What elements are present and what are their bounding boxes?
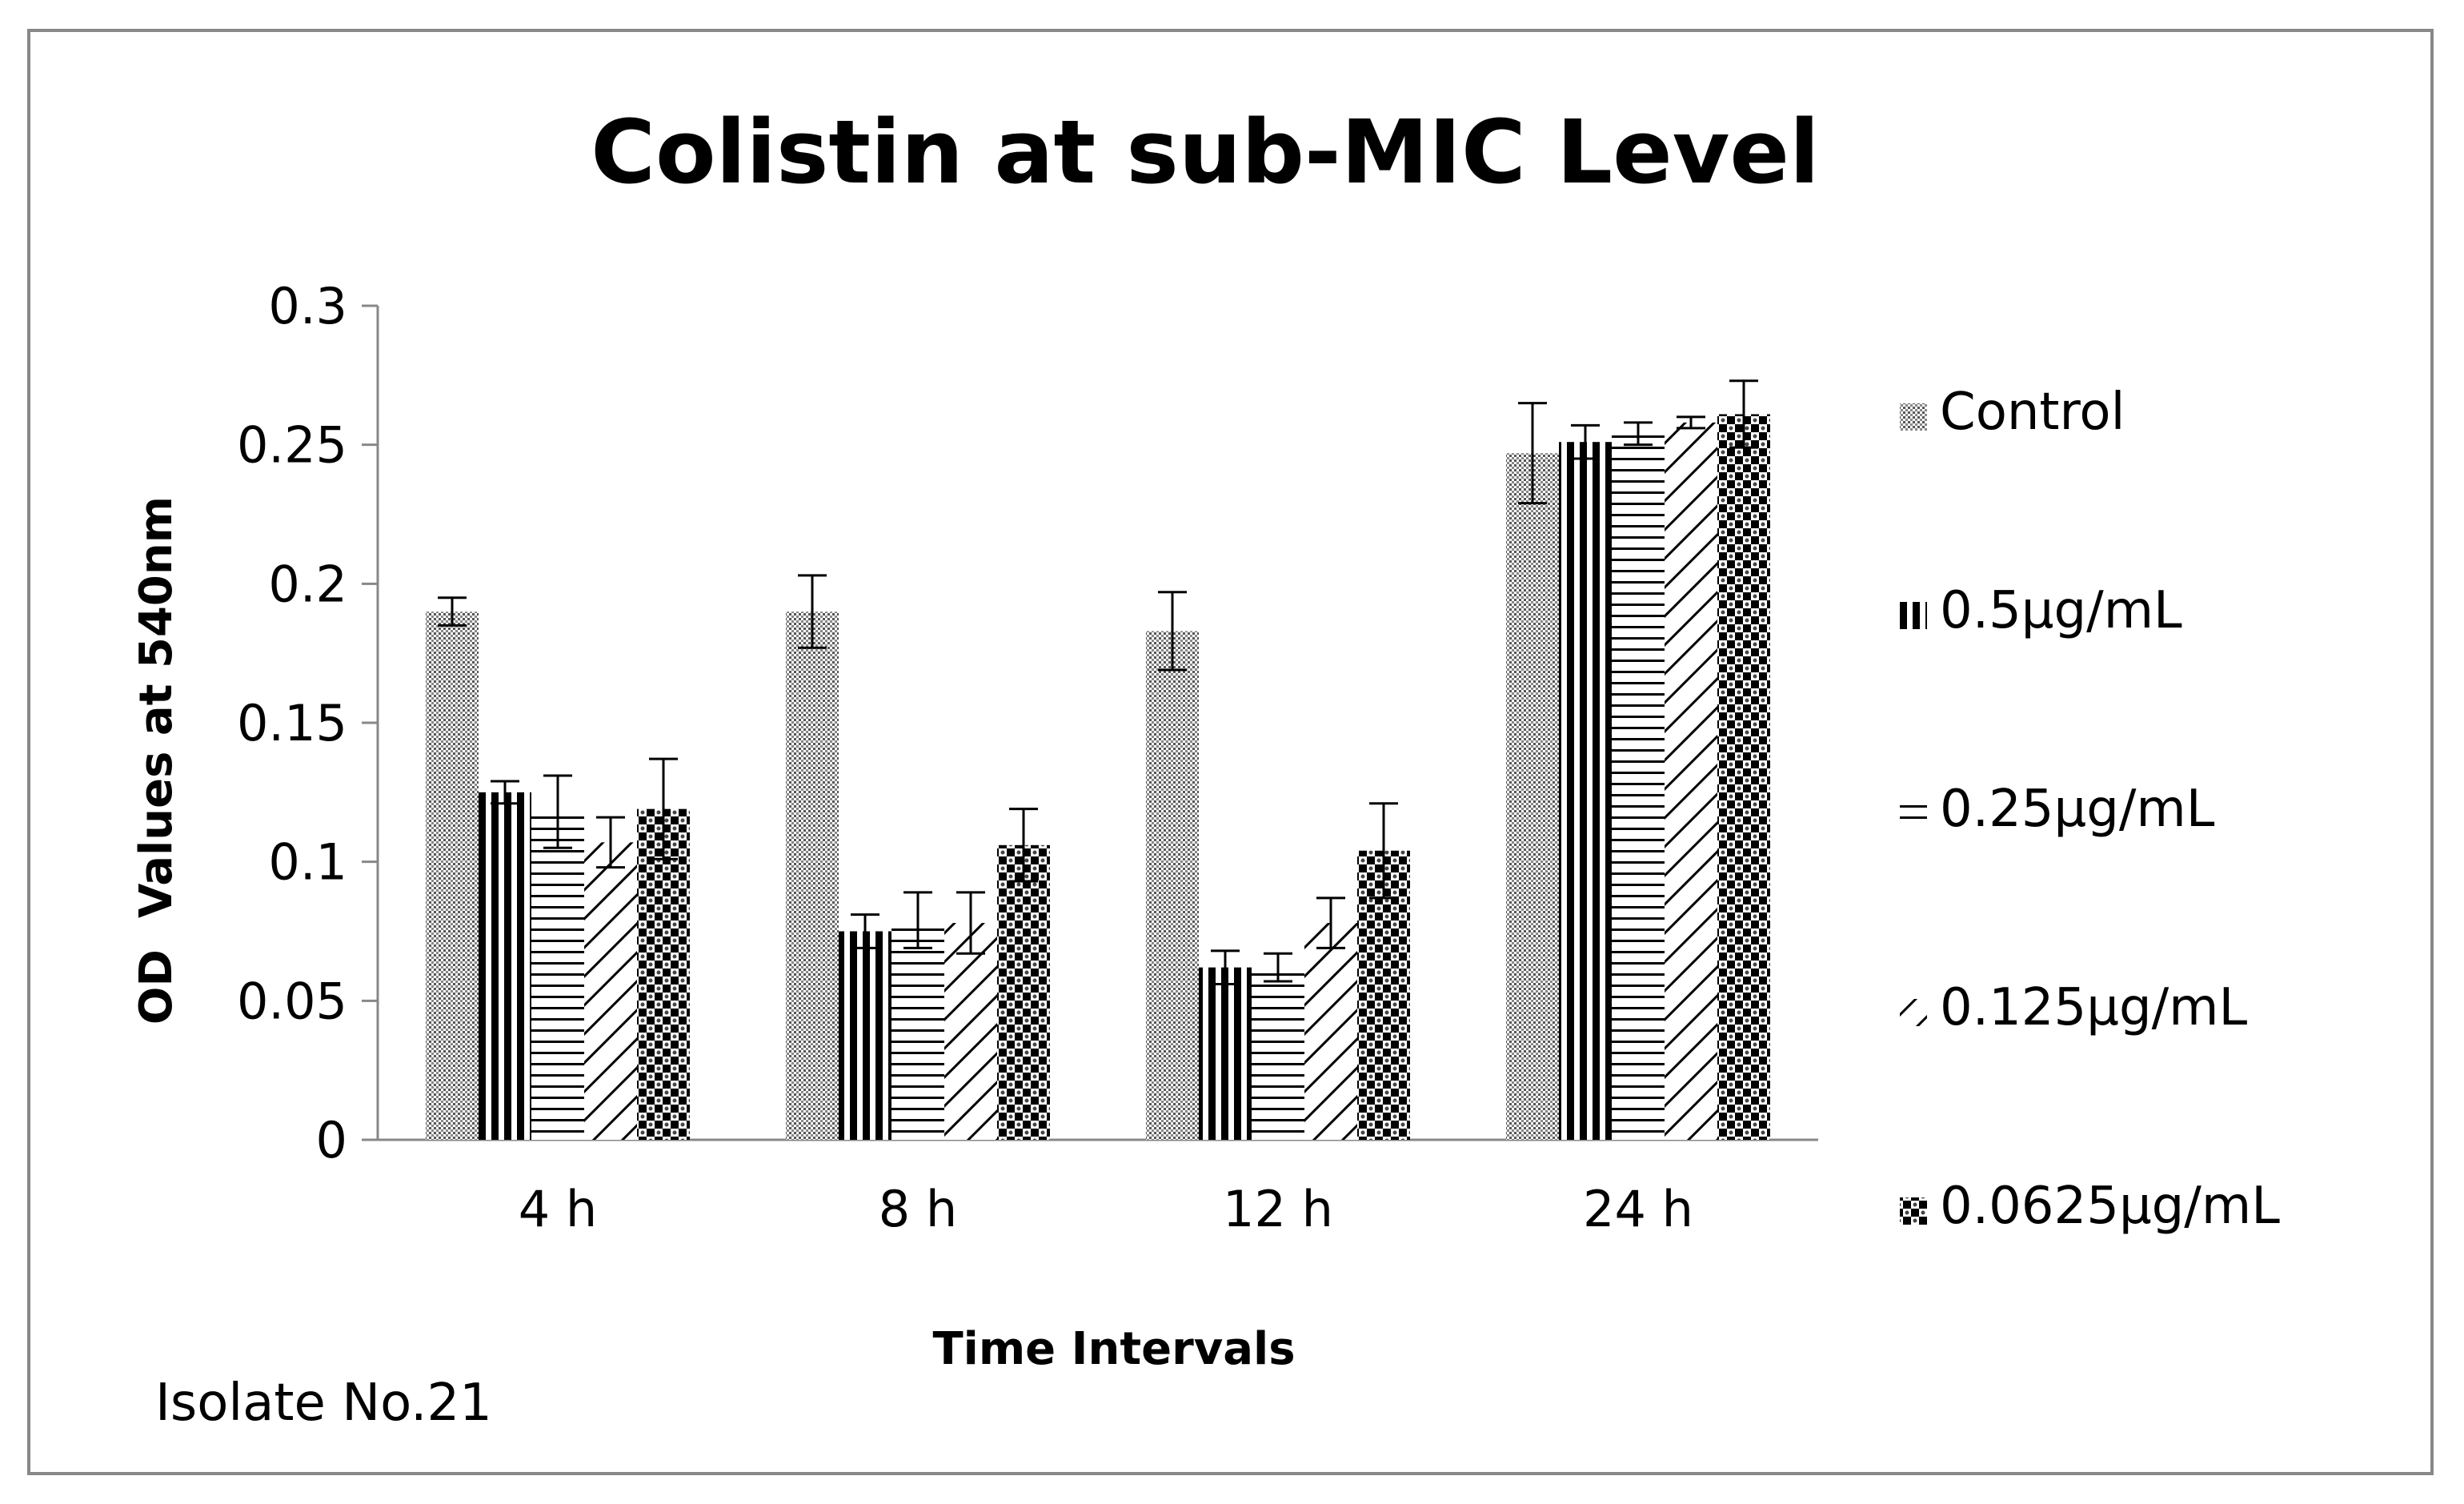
x-tick-label: 8 h	[879, 1180, 957, 1238]
error-bars	[438, 379, 1758, 985]
bar	[786, 612, 839, 1140]
bar	[426, 612, 479, 1140]
legend-swatch	[1900, 403, 1927, 431]
bar	[637, 808, 690, 1140]
legend-swatch	[1900, 602, 1927, 629]
y-axis-title: OD Values at 540nm	[130, 496, 182, 1025]
y-tick-label: 0.3	[268, 277, 347, 335]
x-axis: 4 h 8 h 12 h 24 h	[378, 1138, 1818, 1238]
legend-label: Control	[1940, 383, 2125, 442]
legend-swatch	[1900, 800, 1927, 828]
bar	[479, 792, 531, 1140]
bar	[944, 923, 997, 1140]
bar	[1146, 631, 1199, 1140]
x-tick-label: 24 h	[1583, 1180, 1693, 1238]
isolate-annotation: Isolate No.21	[155, 1374, 492, 1433]
x-axis-title: Time Intervals	[932, 1323, 1295, 1375]
y-tick-label: 0	[316, 1111, 347, 1169]
y-tick-label: 0.15	[237, 694, 347, 752]
bar	[997, 844, 1050, 1140]
x-tick-label: 12 h	[1223, 1180, 1333, 1238]
bar	[1559, 442, 1612, 1140]
bar	[891, 920, 944, 1140]
bar	[531, 812, 584, 1140]
legend-label: 0.25µg/mL	[1940, 780, 2215, 839]
y-tick-label: 0.2	[268, 555, 347, 613]
y-tick-label: 0.05	[237, 972, 347, 1030]
y-tick-label: 0.25	[237, 416, 347, 475]
legend-label: 0.0625µg/mL	[1940, 1177, 2280, 1236]
legend-label: 0.5µg/mL	[1940, 581, 2182, 640]
legend-swatch	[1900, 1197, 1927, 1225]
bar	[584, 842, 637, 1140]
bar	[839, 931, 891, 1140]
legend: Control 0.5µg/mL 0.25µg/mL 0.125µg/mL 0.0625…	[1900, 383, 2280, 1236]
bar	[1506, 453, 1559, 1140]
legend-label: 0.125µg/mL	[1940, 978, 2247, 1037]
chart-title: Colistin at sub-MIC Level	[591, 101, 1820, 203]
bar	[1252, 967, 1304, 1140]
y-axis: 0 0.05 0.1 0.15 0.2 0.25 0.3	[237, 277, 379, 1169]
bar	[1304, 923, 1357, 1140]
legend-swatch	[1900, 999, 1927, 1026]
chart-frame: Colistin at sub-MIC Level 0 0.05 0.1 0.15 0.…	[27, 29, 2434, 1475]
y-tick-label: 0.1	[268, 833, 347, 892]
bar	[1717, 414, 1770, 1140]
bar	[1199, 967, 1252, 1140]
bar-chart: Colistin at sub-MIC Level 0 0.05 0.1 0.15 0.…	[130, 101, 2280, 1433]
bars	[426, 414, 1770, 1140]
bar	[1665, 422, 1717, 1140]
bar	[1612, 433, 1665, 1140]
x-tick-label: 4 h	[519, 1180, 597, 1238]
